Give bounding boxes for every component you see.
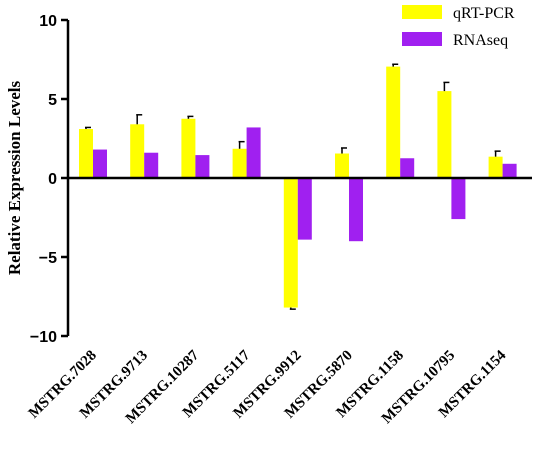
y-tick-label: −5: [39, 250, 57, 267]
bar-rnaseq-1: [144, 152, 159, 178]
bar-rnaseq-2: [195, 155, 210, 178]
bar-qrt-pcr-7: [437, 91, 452, 178]
y-tick-label: 5: [48, 92, 57, 109]
bar-qrt-pcr-1: [130, 124, 145, 178]
y-tick-label: 10: [39, 13, 57, 30]
bar-qrt-pcr-5: [335, 153, 349, 178]
legend-swatch-rnaseq: [402, 32, 442, 46]
bar-rnaseq-8: [502, 163, 517, 178]
legend: qRT-PCR RNAseq: [402, 5, 515, 49]
y-axis-label: Relative Expression Levels: [5, 81, 24, 276]
legend-swatch-qrt-pcr: [402, 5, 442, 19]
plot-area: MSTRG.7028MSTRG.9713MSTRG.10287MSTRG.511…: [26, 13, 532, 427]
bar-qrt-pcr-4: [283, 178, 298, 308]
bar-qrt-pcr-8: [488, 156, 503, 178]
y-tick-label: −10: [30, 329, 57, 346]
bar-rnaseq-6: [400, 158, 415, 178]
bar-rnaseq-3: [246, 127, 261, 178]
y-tick-label: 0: [48, 171, 57, 188]
bar-qrt-pcr-0: [79, 129, 93, 178]
bar-rnaseq-0: [93, 149, 107, 178]
legend-label-rnaseq: RNAseq: [453, 32, 508, 49]
legend-label-qrt-pcr: qRT-PCR: [453, 5, 515, 22]
bar-rnaseq-5: [349, 178, 363, 242]
bar-qrt-pcr-2: [181, 118, 196, 178]
bar-rnaseq-4: [297, 178, 312, 240]
bar-qrt-pcr-3: [232, 148, 247, 178]
bar-rnaseq-7: [451, 178, 466, 220]
bar-qrt-pcr-6: [386, 66, 401, 178]
